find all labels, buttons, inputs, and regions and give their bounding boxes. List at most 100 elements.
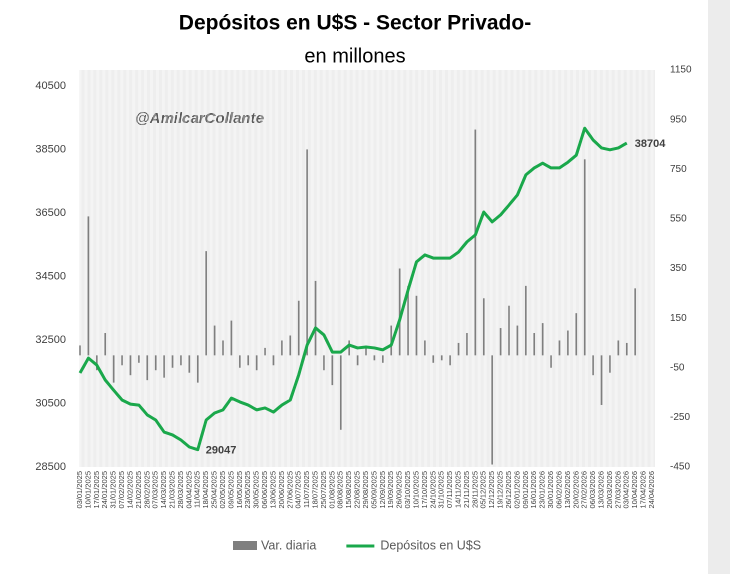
bar	[567, 330, 569, 356]
x-tick-label: 17/04/2026	[639, 471, 648, 509]
bar	[415, 295, 418, 356]
x-tick-label: 08/08/2025	[336, 471, 345, 509]
x-tick-label: 13/02/2026	[563, 471, 572, 509]
bar	[121, 355, 123, 366]
bar	[96, 355, 98, 371]
data-label: 38704	[635, 138, 666, 150]
y-tick-label: 32500	[35, 334, 66, 346]
bar	[213, 325, 216, 356]
bar	[356, 355, 359, 366]
bar	[432, 355, 435, 363]
x-tick-label: 28/02/2025	[142, 471, 151, 509]
bar	[323, 355, 325, 371]
bar	[592, 355, 594, 376]
chart-subtitle: en millones	[304, 45, 405, 67]
bar	[112, 355, 115, 383]
x-tick-label: 12/12/2025	[487, 471, 496, 509]
x-tick-label: 23/01/2026	[538, 471, 547, 509]
bar	[508, 305, 510, 356]
bar	[424, 340, 426, 356]
x-tick-label: 09/01/2026	[521, 471, 530, 509]
bar	[314, 280, 317, 356]
x-tick-label: 24/10/2025	[428, 471, 437, 509]
bar	[331, 355, 334, 386]
x-tick-label: 28/03/2025	[176, 471, 185, 509]
bar	[625, 342, 628, 356]
bar	[104, 333, 107, 356]
bar	[129, 355, 132, 376]
x-tick-label: 20/06/2025	[277, 471, 286, 509]
x-tick-label: 23/05/2025	[243, 471, 252, 509]
bar	[491, 355, 493, 465]
x-tick-label: 09/05/2025	[226, 471, 235, 509]
x-tick-label: 13/03/2026	[597, 471, 606, 509]
bar	[449, 355, 451, 366]
bar	[196, 355, 199, 383]
bar	[255, 355, 258, 371]
x-tick-label: 10/04/2026	[630, 471, 639, 509]
x-tick-label: 16/01/2026	[529, 471, 538, 509]
x-tick-label: 16/05/2025	[235, 471, 244, 509]
bar	[550, 355, 552, 368]
bar	[457, 342, 460, 356]
x-tick-label: 24/04/2026	[647, 471, 656, 509]
x-tick-label: 02/05/2025	[218, 471, 227, 509]
y2-tick-label: 950	[670, 114, 687, 125]
y2-tick-label: -450	[670, 462, 690, 473]
x-tick-label: 03/01/2025	[75, 471, 84, 509]
bar	[87, 216, 90, 356]
x-tick-label: 25/07/2025	[319, 471, 328, 509]
x-tick-label: 17/01/2025	[92, 471, 101, 509]
x-tick-label: 07/03/2025	[151, 471, 160, 509]
x-tick-label: 06/03/2026	[588, 471, 597, 509]
y2-tick-label: 550	[670, 214, 687, 225]
bar	[306, 149, 308, 356]
bar	[600, 355, 603, 405]
bar	[474, 129, 477, 356]
x-tick-label: 19/12/2025	[496, 471, 505, 509]
bar	[440, 355, 443, 361]
x-tick-label: 05/09/2025	[369, 471, 378, 509]
y-tick-label: 40500	[35, 80, 66, 92]
y2-tick-label: -50	[670, 362, 685, 373]
side-strip	[708, 0, 730, 574]
x-tick-label: 20/03/2026	[605, 471, 614, 509]
bar	[188, 355, 191, 373]
x-tick-label: 31/10/2025	[437, 471, 446, 509]
bar	[541, 323, 544, 356]
bar	[516, 325, 519, 356]
bar	[533, 333, 536, 356]
bar	[634, 288, 636, 356]
x-tick-label: 29/08/2025	[361, 471, 370, 509]
x-tick-label: 20/02/2026	[571, 471, 580, 509]
bar	[171, 355, 174, 368]
x-tick-label: 27/03/2026	[613, 471, 622, 509]
y-tick-label: 36500	[35, 207, 66, 219]
x-tick-label: 03/10/2025	[403, 471, 412, 509]
x-tick-label: 31/01/2025	[109, 471, 118, 509]
x-tick-label: 06/06/2025	[260, 471, 269, 509]
x-tick-label: 26/12/2025	[504, 471, 513, 509]
data-label: 29047	[206, 445, 237, 457]
x-tick-label: 10/01/2025	[83, 471, 92, 509]
bar	[609, 355, 611, 373]
bar	[289, 335, 292, 356]
bar	[365, 347, 367, 356]
x-tick-label: 13/06/2025	[268, 471, 277, 509]
bar	[222, 340, 224, 356]
y2-tick-label: 350	[670, 263, 687, 274]
x-tick-label: 02/01/2026	[512, 471, 521, 509]
legend-swatch	[233, 541, 257, 550]
x-tick-label: 12/09/2025	[378, 471, 387, 509]
x-tick-label: 14/03/2025	[159, 471, 168, 509]
y-tick-label: 28500	[35, 461, 66, 473]
bar	[339, 355, 342, 430]
bar	[264, 347, 266, 356]
x-tick-label: 04/07/2025	[294, 471, 303, 509]
x-tick-label: 30/01/2026	[546, 471, 555, 509]
bar	[205, 251, 207, 356]
x-tick-label: 21/03/2025	[168, 471, 177, 509]
x-tick-label: 25/04/2025	[210, 471, 219, 509]
line	[78, 126, 628, 452]
bar	[398, 268, 401, 356]
